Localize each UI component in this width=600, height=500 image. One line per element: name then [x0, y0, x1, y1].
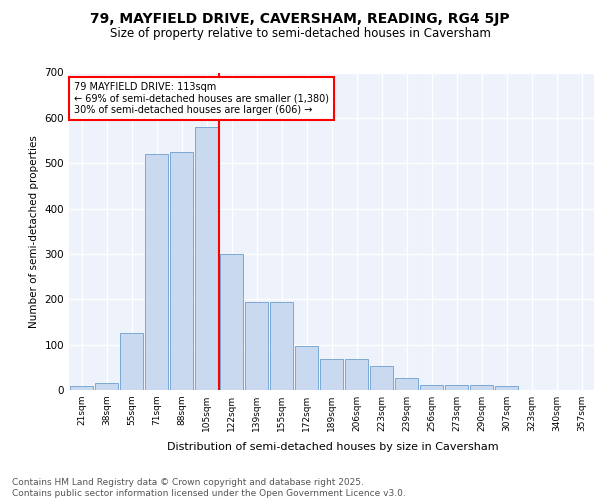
Y-axis label: Number of semi-detached properties: Number of semi-detached properties [29, 135, 39, 328]
Text: Contains HM Land Registry data © Crown copyright and database right 2025.
Contai: Contains HM Land Registry data © Crown c… [12, 478, 406, 498]
Bar [370, 366, 393, 390]
Bar [145, 154, 168, 390]
Text: 79 MAYFIELD DRIVE: 113sqm
← 69% of semi-detached houses are smaller (1,380)
30% : 79 MAYFIELD DRIVE: 113sqm ← 69% of semi-… [74, 82, 329, 115]
Bar [170, 152, 193, 390]
Text: Size of property relative to semi-detached houses in Caversham: Size of property relative to semi-detach… [110, 28, 490, 40]
Bar [195, 127, 218, 390]
Bar [320, 359, 343, 390]
Text: Distribution of semi-detached houses by size in Caversham: Distribution of semi-detached houses by … [167, 442, 499, 452]
Text: 79, MAYFIELD DRIVE, CAVERSHAM, READING, RG4 5JP: 79, MAYFIELD DRIVE, CAVERSHAM, READING, … [90, 12, 510, 26]
Bar [70, 386, 93, 390]
Bar [295, 346, 318, 390]
Bar [345, 359, 368, 390]
Bar [120, 334, 143, 390]
Bar [95, 383, 118, 390]
Bar [445, 386, 468, 390]
Bar [220, 254, 243, 390]
Bar [470, 386, 493, 390]
Bar [395, 378, 418, 390]
Bar [270, 302, 293, 390]
Bar [245, 302, 268, 390]
Bar [495, 386, 518, 390]
Bar [420, 384, 443, 390]
